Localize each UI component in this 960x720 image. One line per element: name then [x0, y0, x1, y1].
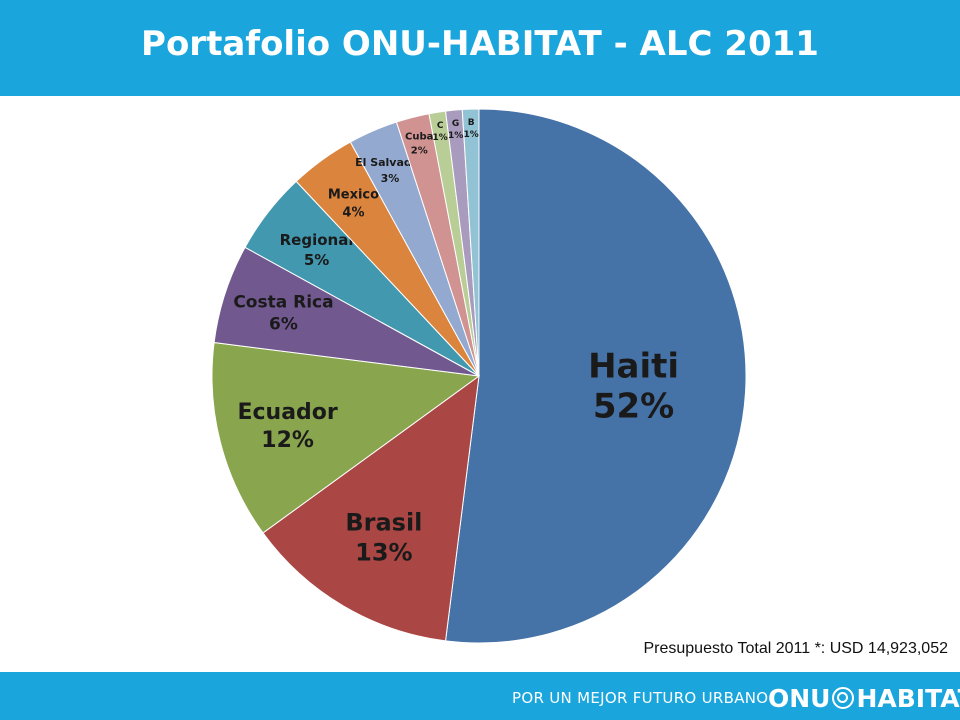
- slice-category-label: Cuba: [405, 132, 433, 143]
- pie-label-b: B 1%: [464, 118, 479, 140]
- slice-value-label: 52%: [593, 387, 674, 427]
- pie-label-ecuador: Ecuador 12%: [237, 400, 337, 453]
- slice-category-label: B: [468, 118, 475, 128]
- slice-value-label: 6%: [269, 314, 298, 334]
- pie-chart: Haiti 52% Brasil 13% Ecuador 12% Costa Rica 6% R…: [0, 96, 960, 672]
- pie-label-regional: Regional 5%: [280, 231, 354, 269]
- pie-label-g: G 1%: [448, 119, 463, 141]
- slice-value-label: 4%: [342, 206, 364, 221]
- slice-value-label: 2%: [411, 146, 428, 157]
- pie-slice-b: [461, 108, 480, 377]
- pie-label-mexico: Mexico 4%: [328, 188, 379, 221]
- onu-habitat-logo: ONU HABITAT: [768, 683, 960, 713]
- slice-category-label: Haiti: [588, 347, 679, 387]
- header-bar: [0, 0, 960, 96]
- slice-category-label: Brasil: [345, 508, 422, 536]
- page-title: Portafolio ONU-HABITAT - ALC 2011: [141, 24, 819, 64]
- pie-label-cuba: Cuba 2%: [405, 132, 433, 157]
- pie-label-el-salvador: El Salvador 3%: [355, 156, 425, 185]
- slice-value-label: 13%: [355, 538, 412, 566]
- footer-slogan: POR UN MEJOR FUTURO URBANO: [512, 689, 769, 707]
- slice-value-label: 5%: [304, 251, 329, 269]
- logo-text-habitat: HABITAT: [856, 683, 960, 713]
- pie-slice-haiti: [444, 108, 747, 644]
- logo-text-onu: ONU: [768, 683, 831, 713]
- slice-value-label: 1%: [464, 130, 479, 140]
- slice-category-label: C: [437, 121, 444, 131]
- slice-category-label: Mexico: [328, 188, 379, 203]
- slice-value-label: 3%: [381, 172, 400, 185]
- slice-value-label: 1%: [448, 131, 463, 141]
- pie-slice-ecuador: [211, 341, 481, 534]
- footer-bar: [0, 672, 960, 720]
- slice-category-label: Ecuador: [237, 400, 337, 425]
- pie-label-c: C 1%: [433, 121, 448, 143]
- pie-slice-brasil: [262, 374, 480, 642]
- slice-value-label: 1%: [433, 133, 448, 143]
- slice-category-label: Costa Rica: [233, 292, 333, 312]
- un-emblem-icon: [832, 687, 855, 709]
- slice-category-label: Regional: [280, 231, 354, 249]
- slice-value-label: 12%: [261, 428, 314, 453]
- slice-category-label: El Salvador: [355, 156, 425, 169]
- budget-total: Presupuesto Total 2011 *: USD 14,923,052: [643, 640, 948, 657]
- slice-category-label: G: [452, 119, 459, 129]
